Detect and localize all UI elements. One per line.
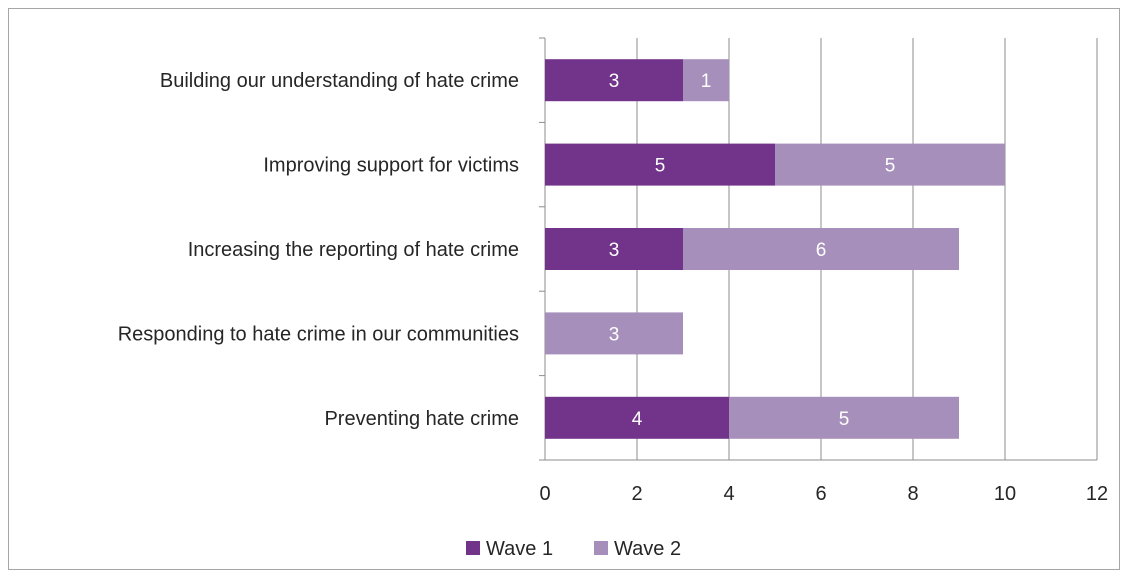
legend-label: Wave 2 [614,538,681,560]
bar-wave-2 [683,228,959,270]
category-label: Increasing the reporting of hate crime [188,239,519,261]
data-label: 5 [655,156,666,177]
x-tick-label: 10 [994,483,1016,505]
bar-wave-2 [775,143,1005,186]
data-label: 4 [632,409,643,430]
bar-wave-2 [729,396,959,439]
bars [545,59,1005,439]
legend-swatch [594,541,608,555]
category-label: Improving support for victims [263,155,519,177]
bar-wave-2 [683,59,729,102]
data-label: 3 [609,324,620,345]
legend: Wave 1 Wave 2 [466,538,681,560]
data-label: 3 [609,71,620,92]
x-tick-label: 8 [907,483,918,505]
gridlines [539,37,1098,461]
bar-wave-1 [545,396,729,439]
legend-swatch [466,541,480,555]
x-tick-label: 2 [631,483,642,505]
data-label: 6 [816,240,827,261]
data-label: 5 [885,156,896,177]
category-label: Responding to hate crime in our communit… [118,323,519,345]
bar-wave-1 [545,59,683,102]
x-tick-label: 6 [815,483,826,505]
category-label: Preventing hate crime [324,408,519,430]
x-tick-label: 0 [539,483,550,505]
chart-frame [8,8,1120,570]
data-label: 3 [609,240,620,261]
labels: 0 2 4 6 8 10 12 Building our understanding of h… [118,70,1108,505]
bar-wave-2 [545,312,683,355]
x-tick-label: 12 [1086,483,1108,505]
data-label: 5 [839,409,850,430]
legend-label: Wave 1 [486,538,553,560]
data-label: 1 [701,71,712,92]
bar-wave-1 [545,143,775,186]
category-label: Building our understanding of hate crime [160,70,519,92]
bar-wave-1 [545,228,683,270]
x-tick-label: 4 [723,483,734,505]
